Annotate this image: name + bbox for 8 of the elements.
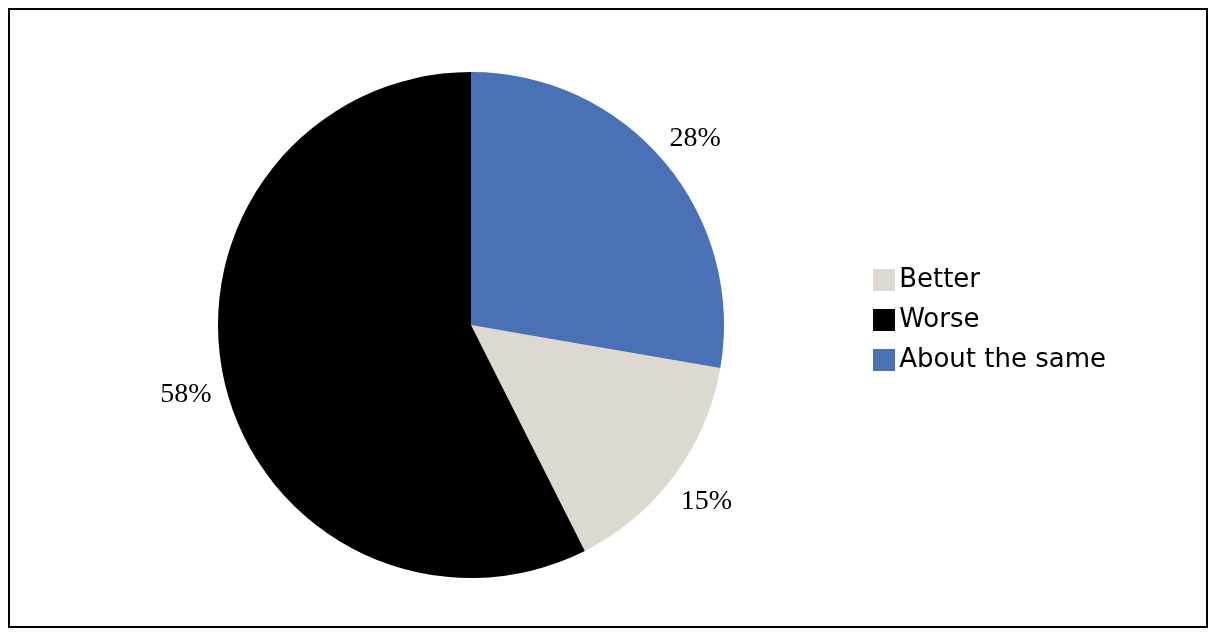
data-label: 28%	[669, 120, 721, 152]
pie-slice	[218, 72, 585, 578]
legend-label: Better	[899, 263, 981, 293]
data-label: 15%	[680, 483, 733, 515]
legend-label: Worse	[899, 303, 980, 333]
pie-slice	[471, 72, 724, 369]
data-label: 58%	[160, 377, 212, 409]
legend-label: About the same	[899, 343, 1106, 373]
